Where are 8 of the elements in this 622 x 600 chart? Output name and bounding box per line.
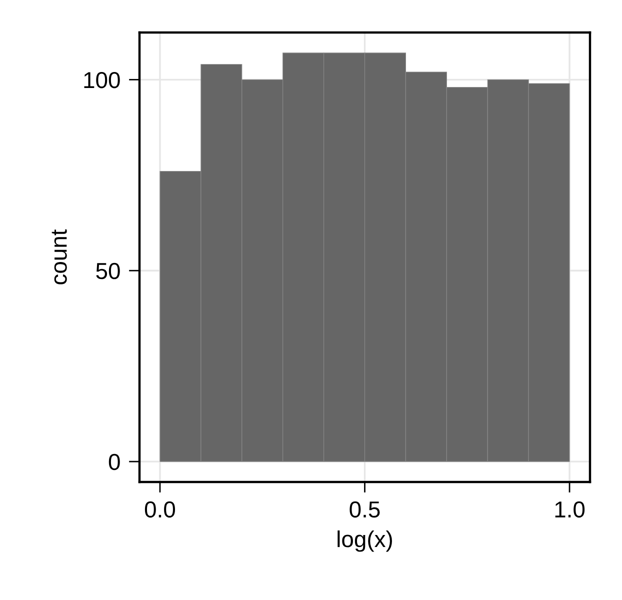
x-axis-title: log(x) (338, 530, 392, 552)
y-tick-label: 50 (96, 262, 120, 280)
y-axis-title: count (52, 229, 67, 284)
x-tick-label: 0.5 (350, 501, 380, 518)
y-tick-label: 0 (108, 454, 120, 470)
x-tick-label: 0.0 (144, 501, 176, 518)
y-tick-label: 100 (84, 72, 120, 88)
x-tick-label: 1.0 (555, 501, 585, 518)
